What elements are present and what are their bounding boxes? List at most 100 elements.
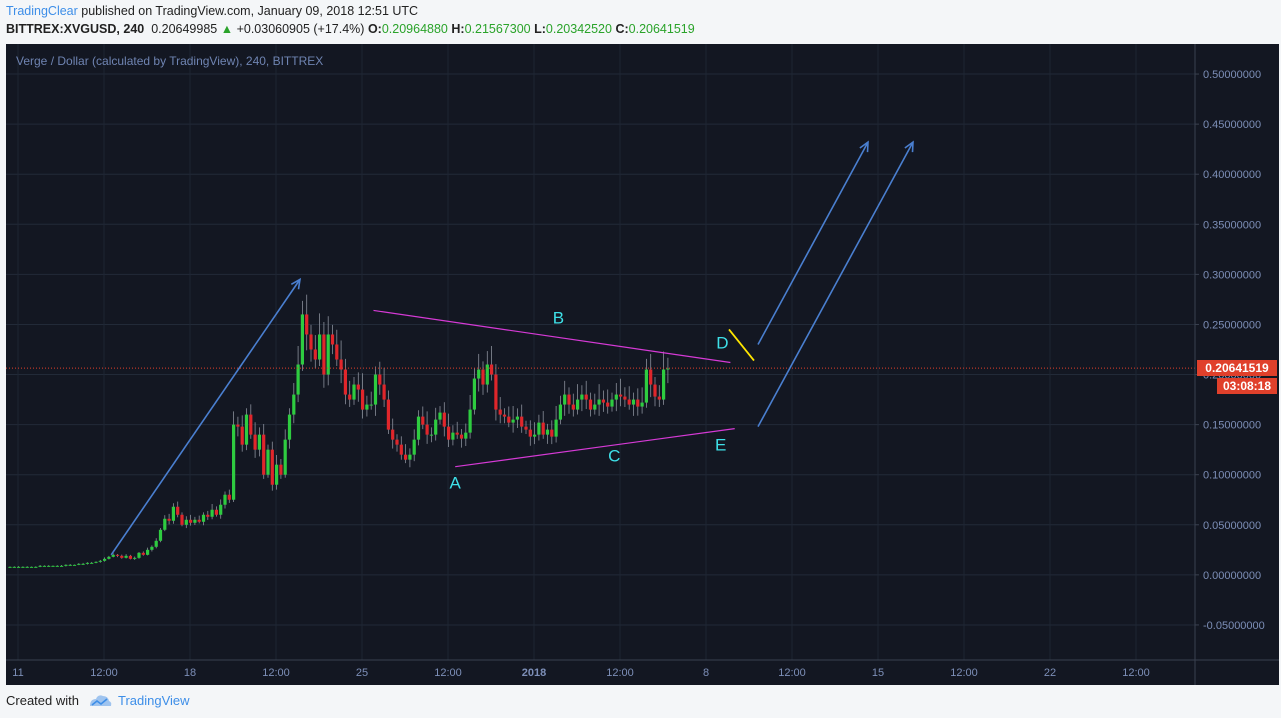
candle-down	[606, 402, 610, 407]
candle-down	[490, 364, 494, 375]
target-arrow-1-head	[859, 140, 869, 153]
candle-down	[502, 414, 507, 417]
candle-up	[150, 546, 154, 550]
time-tick-label: 18	[184, 667, 196, 679]
candle-up	[72, 564, 77, 566]
candle-down	[279, 464, 283, 475]
price-axis[interactable]: 0.50000000 0.45000000 0.40000000 0.35000000…	[1195, 69, 1265, 632]
candle-up	[416, 416, 421, 440]
candle-up	[576, 399, 580, 410]
tradingview-brand-link[interactable]: TradingView	[118, 693, 190, 708]
created-with-text: Created with	[6, 693, 79, 708]
candle-up	[266, 449, 270, 475]
candle-up	[631, 399, 636, 405]
candle-down	[356, 384, 360, 390]
high-value: 0.21567300	[464, 22, 531, 36]
price-change: +0.03060905 (+17.4%)	[236, 22, 365, 36]
time-tick-label: 12:00	[778, 667, 806, 679]
low-value: 0.20342520	[545, 22, 612, 36]
candle-down	[498, 409, 502, 415]
candle-up	[666, 368, 670, 370]
candle-down	[649, 369, 653, 385]
candle-up	[563, 394, 567, 405]
author-link[interactable]: TradingClear	[6, 4, 78, 18]
header-bar: TradingClear published on TradingView.co…	[0, 0, 1281, 44]
flag-line	[728, 328, 755, 362]
candle-down	[176, 506, 180, 515]
candle-down	[330, 334, 335, 345]
candle-down	[627, 399, 631, 405]
candle-down	[240, 426, 244, 445]
candle-down	[447, 426, 451, 440]
candle-up	[64, 564, 68, 566]
low-label: L:	[534, 22, 546, 36]
price-chart[interactable]: A B C D E 0.50000000 0.45000000 0.40000000 0.35…	[6, 44, 1279, 685]
candle-down	[442, 412, 446, 427]
candle-up	[275, 464, 279, 485]
candle-up	[103, 558, 107, 561]
candle-up	[644, 369, 648, 403]
pivot-label-e: E	[715, 436, 726, 455]
close-label: C:	[615, 22, 629, 36]
candle-up	[42, 565, 46, 567]
candle-down	[653, 384, 657, 397]
candle-down	[253, 434, 257, 450]
candle-down	[305, 314, 309, 335]
price-tick-label: 0.45000000	[1203, 119, 1261, 131]
candle-down	[584, 394, 588, 400]
candle-up	[77, 563, 81, 565]
candle-up	[60, 565, 64, 567]
price-tick-label: -0.05000000	[1203, 620, 1265, 632]
pivot-label-a: A	[450, 474, 462, 493]
chart-title: Verge / Dollar (calculated by TradingVie…	[16, 54, 323, 68]
candle-up	[146, 549, 150, 555]
candle-up	[51, 565, 55, 567]
countdown-tag-bg	[1217, 378, 1277, 394]
candles-group	[8, 294, 670, 568]
candle-up	[537, 422, 541, 435]
published-text: published on TradingView.com, January 09…	[77, 4, 419, 18]
candle-down	[528, 429, 532, 437]
price-tick-label: 0.40000000	[1203, 169, 1261, 181]
time-tick-label: 12:00	[90, 667, 118, 679]
footer: Created with TradingView	[0, 685, 1281, 718]
candle-up	[111, 554, 115, 557]
candle-up	[610, 399, 614, 407]
candle-up	[98, 560, 102, 562]
candle-up	[352, 384, 356, 400]
candle-down	[567, 394, 571, 405]
time-tick-label: 25	[356, 667, 368, 679]
candle-down	[425, 424, 429, 435]
candle-down	[309, 334, 313, 350]
pivot-label-b: B	[553, 308, 564, 327]
chart-grid	[6, 44, 1195, 660]
candle-down	[236, 424, 240, 427]
candle-up	[580, 394, 584, 400]
chart-panel[interactable]: A B C D E 0.50000000 0.45000000 0.40000000 0.35…	[6, 44, 1279, 685]
candle-up	[193, 519, 197, 523]
candle-up	[55, 565, 59, 567]
candle-up	[515, 416, 519, 420]
current-price: 0.20649985	[151, 22, 218, 36]
candle-up	[326, 334, 330, 375]
candle-down	[507, 416, 511, 423]
price-tick-label: 0.30000000	[1203, 269, 1261, 281]
candle-up	[210, 509, 214, 517]
candle-up	[593, 404, 597, 410]
candle-down	[386, 399, 390, 430]
candle-up	[318, 334, 322, 360]
candle-up	[107, 556, 111, 559]
time-axis[interactable]: 11 12:00 18 12:00 25 12:00 2018 12:00 8 12:00 15 12…	[12, 667, 1149, 679]
candle-down	[657, 396, 661, 400]
candle-up	[662, 369, 666, 400]
candle-down	[214, 509, 218, 515]
open-value: 0.20964880	[381, 22, 448, 36]
candle-down	[550, 429, 554, 437]
candle-down	[189, 519, 193, 523]
candle-down	[623, 396, 627, 400]
close-value: 0.20641519	[628, 22, 695, 36]
candle-down	[459, 434, 464, 439]
triangle-lower-line	[455, 428, 735, 468]
candle-down	[619, 394, 623, 397]
candle-up	[438, 412, 442, 420]
